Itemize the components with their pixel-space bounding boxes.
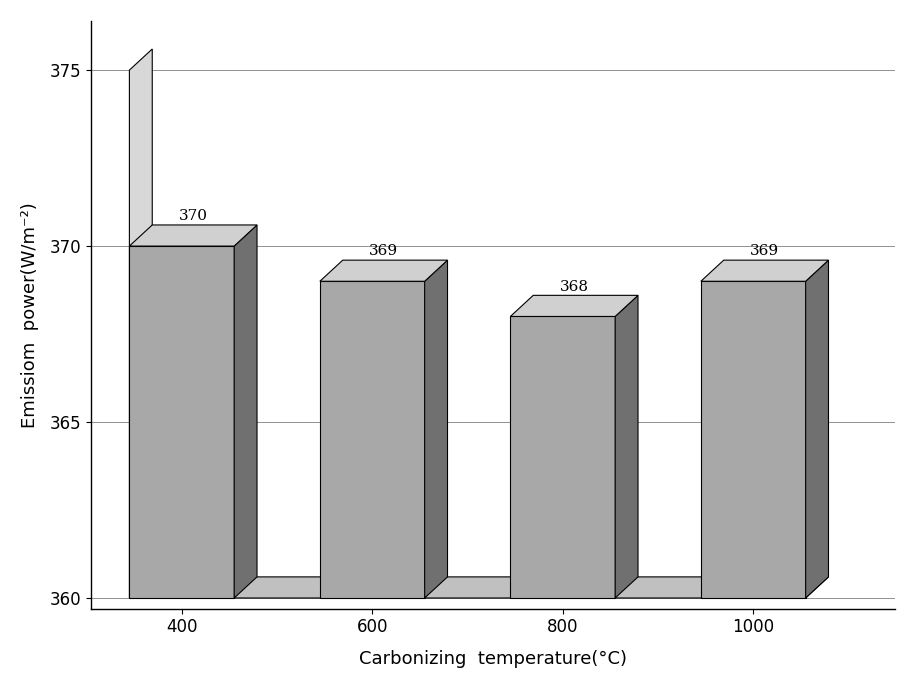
Text: 369: 369 [750, 245, 780, 258]
Polygon shape [320, 260, 448, 281]
Polygon shape [425, 260, 448, 598]
Polygon shape [616, 296, 638, 598]
Polygon shape [129, 246, 234, 598]
Polygon shape [510, 316, 616, 598]
Text: 370: 370 [179, 209, 208, 223]
Polygon shape [701, 260, 828, 281]
Polygon shape [510, 296, 638, 316]
Polygon shape [129, 225, 257, 246]
Polygon shape [701, 281, 806, 598]
Text: 368: 368 [560, 280, 589, 294]
X-axis label: Carbonizing  temperature(°C): Carbonizing temperature(°C) [359, 650, 627, 668]
Polygon shape [806, 260, 828, 598]
Polygon shape [129, 49, 152, 598]
Polygon shape [320, 281, 425, 598]
Text: 369: 369 [369, 245, 398, 258]
Polygon shape [129, 577, 828, 598]
Polygon shape [234, 225, 257, 598]
Y-axis label: Emissiom  power(W/m⁻²): Emissiom power(W/m⁻²) [21, 202, 38, 428]
